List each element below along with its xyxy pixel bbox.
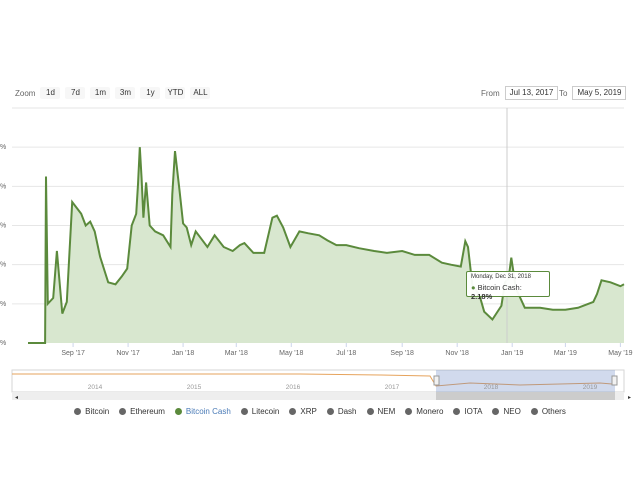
y-tick-label: % xyxy=(0,262,6,269)
navigator-year-label: 2017 xyxy=(385,384,400,391)
navigator[interactable]: 2014 2015 2016 2017 2018 2019 xyxy=(11,369,625,393)
legend-dot-icon xyxy=(74,408,82,415)
scroll-right-icon[interactable]: ▸ xyxy=(628,395,631,401)
x-tick-label: Mar '19 xyxy=(554,350,577,357)
zoom-ytd-button[interactable]: YTD xyxy=(165,87,186,99)
x-tick-label: May '19 xyxy=(608,350,632,357)
x-tick-label: Jan '18 xyxy=(172,350,194,357)
navigator-year-label: 2014 xyxy=(88,384,103,391)
navigator-year-label: 2018 xyxy=(484,384,499,391)
legend-dot-icon xyxy=(405,408,413,415)
legend-dot-icon xyxy=(366,408,374,415)
zoom-1y-button[interactable]: 1y xyxy=(140,87,161,99)
zoom-1m-button[interactable]: 1m xyxy=(90,87,111,99)
legend-dot-icon xyxy=(119,408,127,415)
legend-label: Dash xyxy=(337,407,357,416)
tooltip-date: Monday, Dec 31, 2018 xyxy=(471,274,531,280)
zoom-all-button[interactable]: ALL xyxy=(190,87,211,99)
legend-item[interactable]: Monero xyxy=(405,407,443,416)
x-tick-label: Sep '17 xyxy=(61,350,85,357)
series-line-bitcoin-cash[interactable] xyxy=(28,147,625,344)
to-label: To xyxy=(559,88,568,98)
x-tick-label: Nov '18 xyxy=(445,350,469,357)
range-to: To May 5, 2019 xyxy=(559,86,627,100)
from-label: From xyxy=(481,88,500,98)
legend-dot-icon xyxy=(492,408,500,415)
legend-label: Ethereum xyxy=(130,407,165,416)
legend-item[interactable]: Ethereum xyxy=(119,407,165,416)
navigator-year-label: 2015 xyxy=(187,384,202,391)
zoom-3m-button[interactable]: 3m xyxy=(115,87,136,99)
legend-label: Others xyxy=(541,407,566,416)
legend-dot-icon xyxy=(326,408,334,415)
x-tick-label: Jul '18 xyxy=(336,350,356,357)
navigator-handle-right[interactable] xyxy=(611,375,618,386)
x-tick-label: Nov '17 xyxy=(116,350,140,357)
legend-dot-icon xyxy=(530,408,538,415)
legend: Bitcoin Ethereum Bitcoin Cash Litecoin XRP Da… xyxy=(0,407,640,416)
navigator-handle-left[interactable] xyxy=(433,375,440,386)
zoom-1d-button[interactable]: 1d xyxy=(40,87,61,99)
legend-item[interactable]: NEM xyxy=(366,407,396,416)
tooltip-series: Bitcoin Cash xyxy=(477,283,520,292)
scrollbar[interactable]: ◂ ▸ xyxy=(12,392,631,401)
scrollbar-thumb[interactable] xyxy=(436,392,615,400)
to-date-input[interactable]: May 5, 2019 xyxy=(572,86,627,100)
x-tick-label: May '18 xyxy=(279,350,303,357)
from-date-input[interactable]: Jul 13, 2017 xyxy=(504,86,559,100)
legend-label: XRP xyxy=(300,407,317,416)
legend-item[interactable]: XRP xyxy=(289,407,317,416)
y-tick-label: % xyxy=(0,144,6,151)
tooltip-dot-icon: ● xyxy=(471,283,476,292)
navigator-year-label: 2016 xyxy=(286,384,301,391)
y-tick-label: % xyxy=(0,183,6,190)
legend-item[interactable]: NEO xyxy=(492,407,521,416)
legend-dot-icon xyxy=(240,408,248,415)
legend-item[interactable]: Dash xyxy=(326,407,357,416)
series-area-bitcoin-cash xyxy=(28,147,624,343)
x-tick-label: Sep '18 xyxy=(390,350,414,357)
y-tick-label: % xyxy=(0,340,6,347)
legend-dot-icon xyxy=(289,408,297,415)
scroll-left-icon[interactable]: ◂ xyxy=(15,395,18,401)
legend-label: Bitcoin xyxy=(85,407,110,416)
legend-dot-icon xyxy=(453,408,461,415)
legend-label: Monero xyxy=(416,407,444,416)
legend-item[interactable]: Others xyxy=(530,407,566,416)
legend-label: NEO xyxy=(503,407,521,416)
y-tick-label: % xyxy=(0,223,6,230)
legend-label: Litecoin xyxy=(251,407,280,416)
legend-label: Bitcoin Cash xyxy=(185,407,231,416)
navigator-mask[interactable] xyxy=(436,370,615,392)
tooltip-row: ● Bitcoin Cash: 2.18% xyxy=(471,283,522,301)
navigator-year-label: 2019 xyxy=(583,384,598,391)
tooltip: Monday, Dec 31, 2018 ● Bitcoin Cash: 2.1… xyxy=(466,271,550,301)
navigator-series xyxy=(12,373,613,387)
zoom-label: Zoom xyxy=(15,88,36,98)
legend-label: IOTA xyxy=(464,407,483,416)
zoom-7d-button[interactable]: 7d xyxy=(65,87,86,99)
x-tick-label: Jan '19 xyxy=(501,350,523,357)
legend-item[interactable]: Litecoin xyxy=(240,407,280,416)
legend-item[interactable]: IOTA xyxy=(453,407,482,416)
legend-item[interactable]: Bitcoin Cash xyxy=(174,407,231,416)
range-from: From Jul 13, 2017 xyxy=(481,86,559,100)
x-tick-label: Mar '18 xyxy=(225,350,248,357)
legend-dot-icon xyxy=(174,408,182,415)
tooltip-value: 2.18% xyxy=(471,292,493,301)
legend-item[interactable]: Bitcoin xyxy=(74,407,109,416)
zoom-bar: Zoom 1d 7d 1m 3m 1y YTD ALL xyxy=(15,86,215,100)
y-tick-label: % xyxy=(0,301,6,308)
x-axis: Sep '17 Nov '17 Jan '18 Mar '18 May '18 Jul '… xyxy=(61,343,633,357)
legend-label: NEM xyxy=(377,407,396,416)
y-axis: %%%%%% xyxy=(0,144,6,347)
